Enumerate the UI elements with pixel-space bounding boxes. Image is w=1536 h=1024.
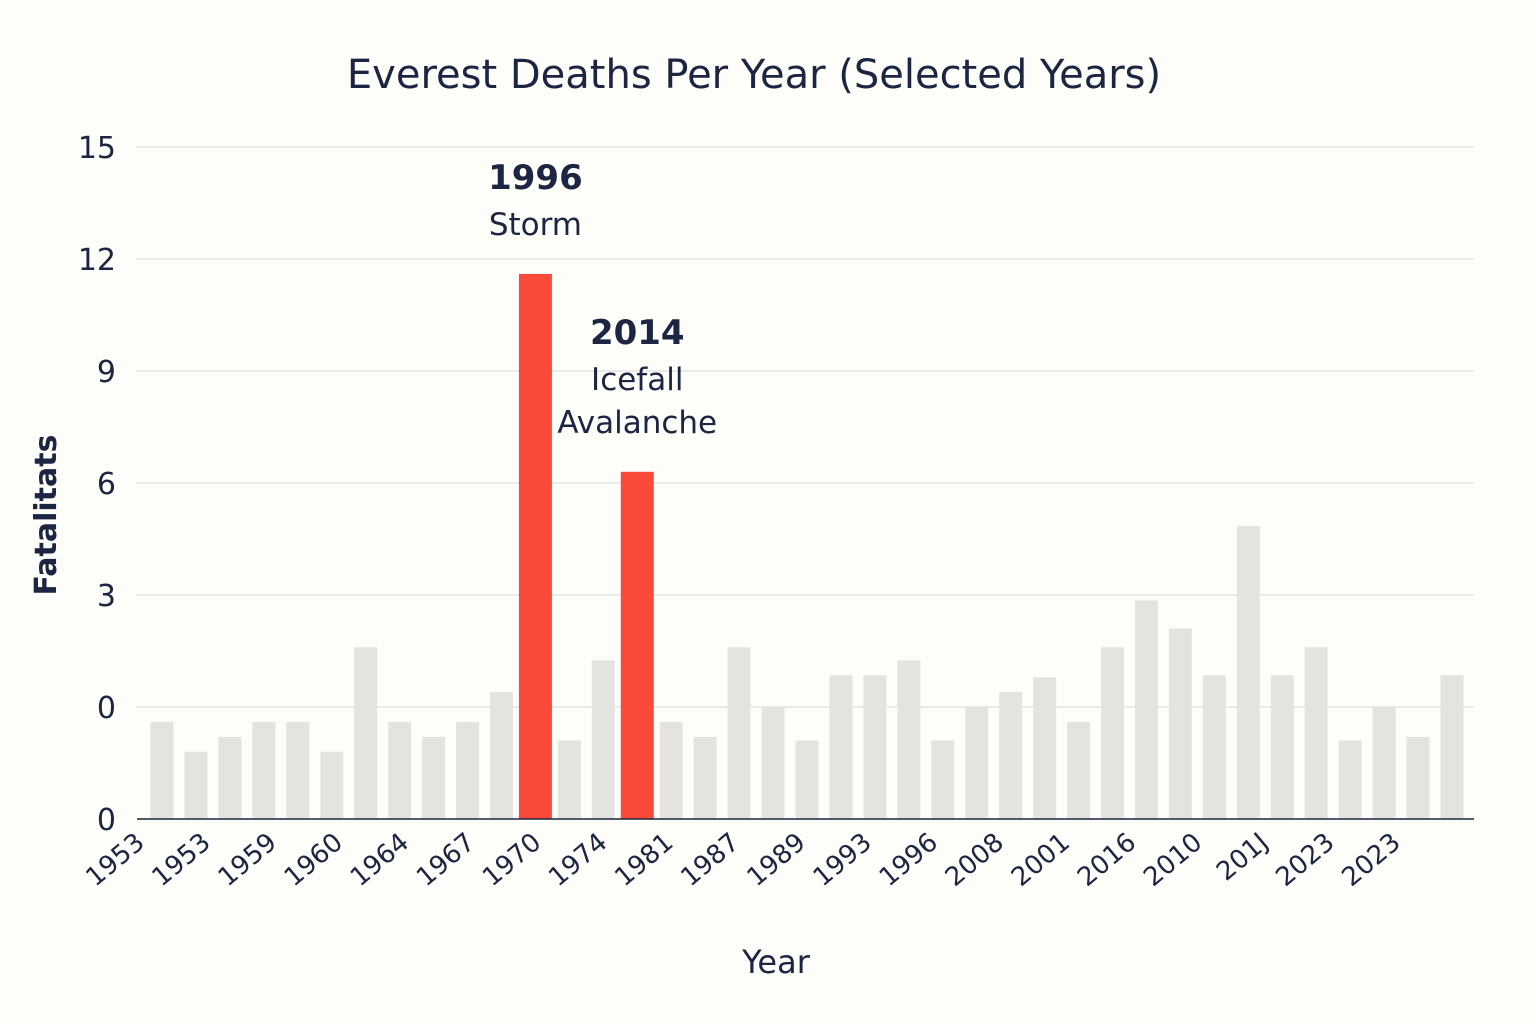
y-tick-labels: 0 0 3 6 9 12 15 — [78, 131, 116, 838]
x-tick-label: 1993 — [808, 827, 878, 893]
bar — [795, 740, 819, 819]
y-tick-label: 0 — [97, 691, 116, 726]
x-tick-label: 2010 — [1138, 827, 1208, 893]
x-tick-label: 1953 — [147, 827, 217, 893]
bar — [422, 736, 446, 819]
bar — [184, 751, 208, 819]
x-tick-label: 201J — [1211, 827, 1274, 887]
bar — [727, 647, 751, 819]
y-tick-label: 9 — [97, 355, 116, 390]
bar — [1406, 736, 1430, 819]
bar — [150, 721, 174, 819]
bars — [150, 273, 1464, 819]
bar — [1270, 675, 1294, 819]
x-tick-label: 1960 — [279, 827, 349, 893]
bar — [320, 751, 344, 819]
bar — [659, 721, 683, 819]
annotations: 1996 Storm 2014 Icefall Avalanche — [488, 158, 717, 441]
bar — [1304, 647, 1328, 819]
annotation-text: Storm — [489, 207, 582, 243]
annotation-text: Icefall — [591, 362, 683, 398]
y-tick-label: 0 — [97, 803, 116, 838]
bar — [456, 721, 480, 819]
bar — [1168, 628, 1192, 819]
y-tick-label: 12 — [78, 243, 116, 278]
y-axis-label: Fatalitats — [29, 435, 64, 596]
x-tick-labels: 1953195319591960196419671970197419811987… — [81, 827, 1407, 893]
bar — [897, 660, 921, 819]
bar — [557, 740, 581, 819]
annotation-text: Avalanche — [557, 405, 717, 441]
bar — [829, 675, 853, 819]
bar — [1202, 675, 1226, 819]
bar — [1236, 525, 1260, 819]
bar — [761, 707, 785, 819]
x-tick-label: 2023 — [1270, 827, 1340, 893]
bar — [693, 736, 717, 819]
bar — [1372, 707, 1396, 819]
y-tick-label: 6 — [97, 467, 116, 502]
bar — [999, 692, 1023, 819]
bar — [1440, 675, 1464, 819]
bar — [1134, 600, 1158, 819]
x-tick-label: 1967 — [411, 827, 481, 893]
bar — [388, 721, 412, 819]
highlight-bar — [518, 273, 552, 819]
highlight-bar — [620, 471, 654, 819]
bar — [591, 660, 615, 819]
bar — [931, 740, 955, 819]
x-tick-label: 2008 — [940, 827, 1010, 893]
x-tick-label: 1974 — [543, 827, 613, 893]
x-tick-label: 1981 — [609, 827, 679, 893]
x-tick-label: 1996 — [874, 827, 944, 893]
x-tick-label: 2001 — [1006, 827, 1076, 893]
annotation-year: 2014 — [590, 313, 685, 353]
bar — [252, 721, 276, 819]
bar — [1067, 721, 1091, 819]
bar — [286, 721, 310, 819]
x-tick-label: 1987 — [675, 827, 745, 893]
x-tick-label: 1959 — [213, 827, 283, 893]
bar — [354, 647, 378, 819]
x-tick-label: 1970 — [477, 827, 547, 893]
annotation-year: 1996 — [488, 158, 583, 198]
x-axis-label: Year — [741, 943, 811, 981]
y-tick-label: 3 — [97, 579, 116, 614]
gridlines — [137, 146, 1474, 708]
bar — [863, 675, 887, 819]
bar — [489, 692, 513, 819]
x-tick-label: 1964 — [345, 827, 415, 893]
chart-title: Everest Deaths Per Year (Selected Years) — [347, 52, 1161, 98]
bar — [1338, 740, 1362, 819]
x-tick-label: 1989 — [742, 827, 812, 893]
y-tick-label: 15 — [78, 131, 116, 166]
x-tick-label: 2023 — [1337, 827, 1407, 893]
bar — [1033, 677, 1057, 819]
bar — [218, 736, 242, 819]
bar — [965, 707, 989, 819]
x-tick-label: 2016 — [1072, 827, 1142, 893]
bar — [1101, 647, 1125, 819]
